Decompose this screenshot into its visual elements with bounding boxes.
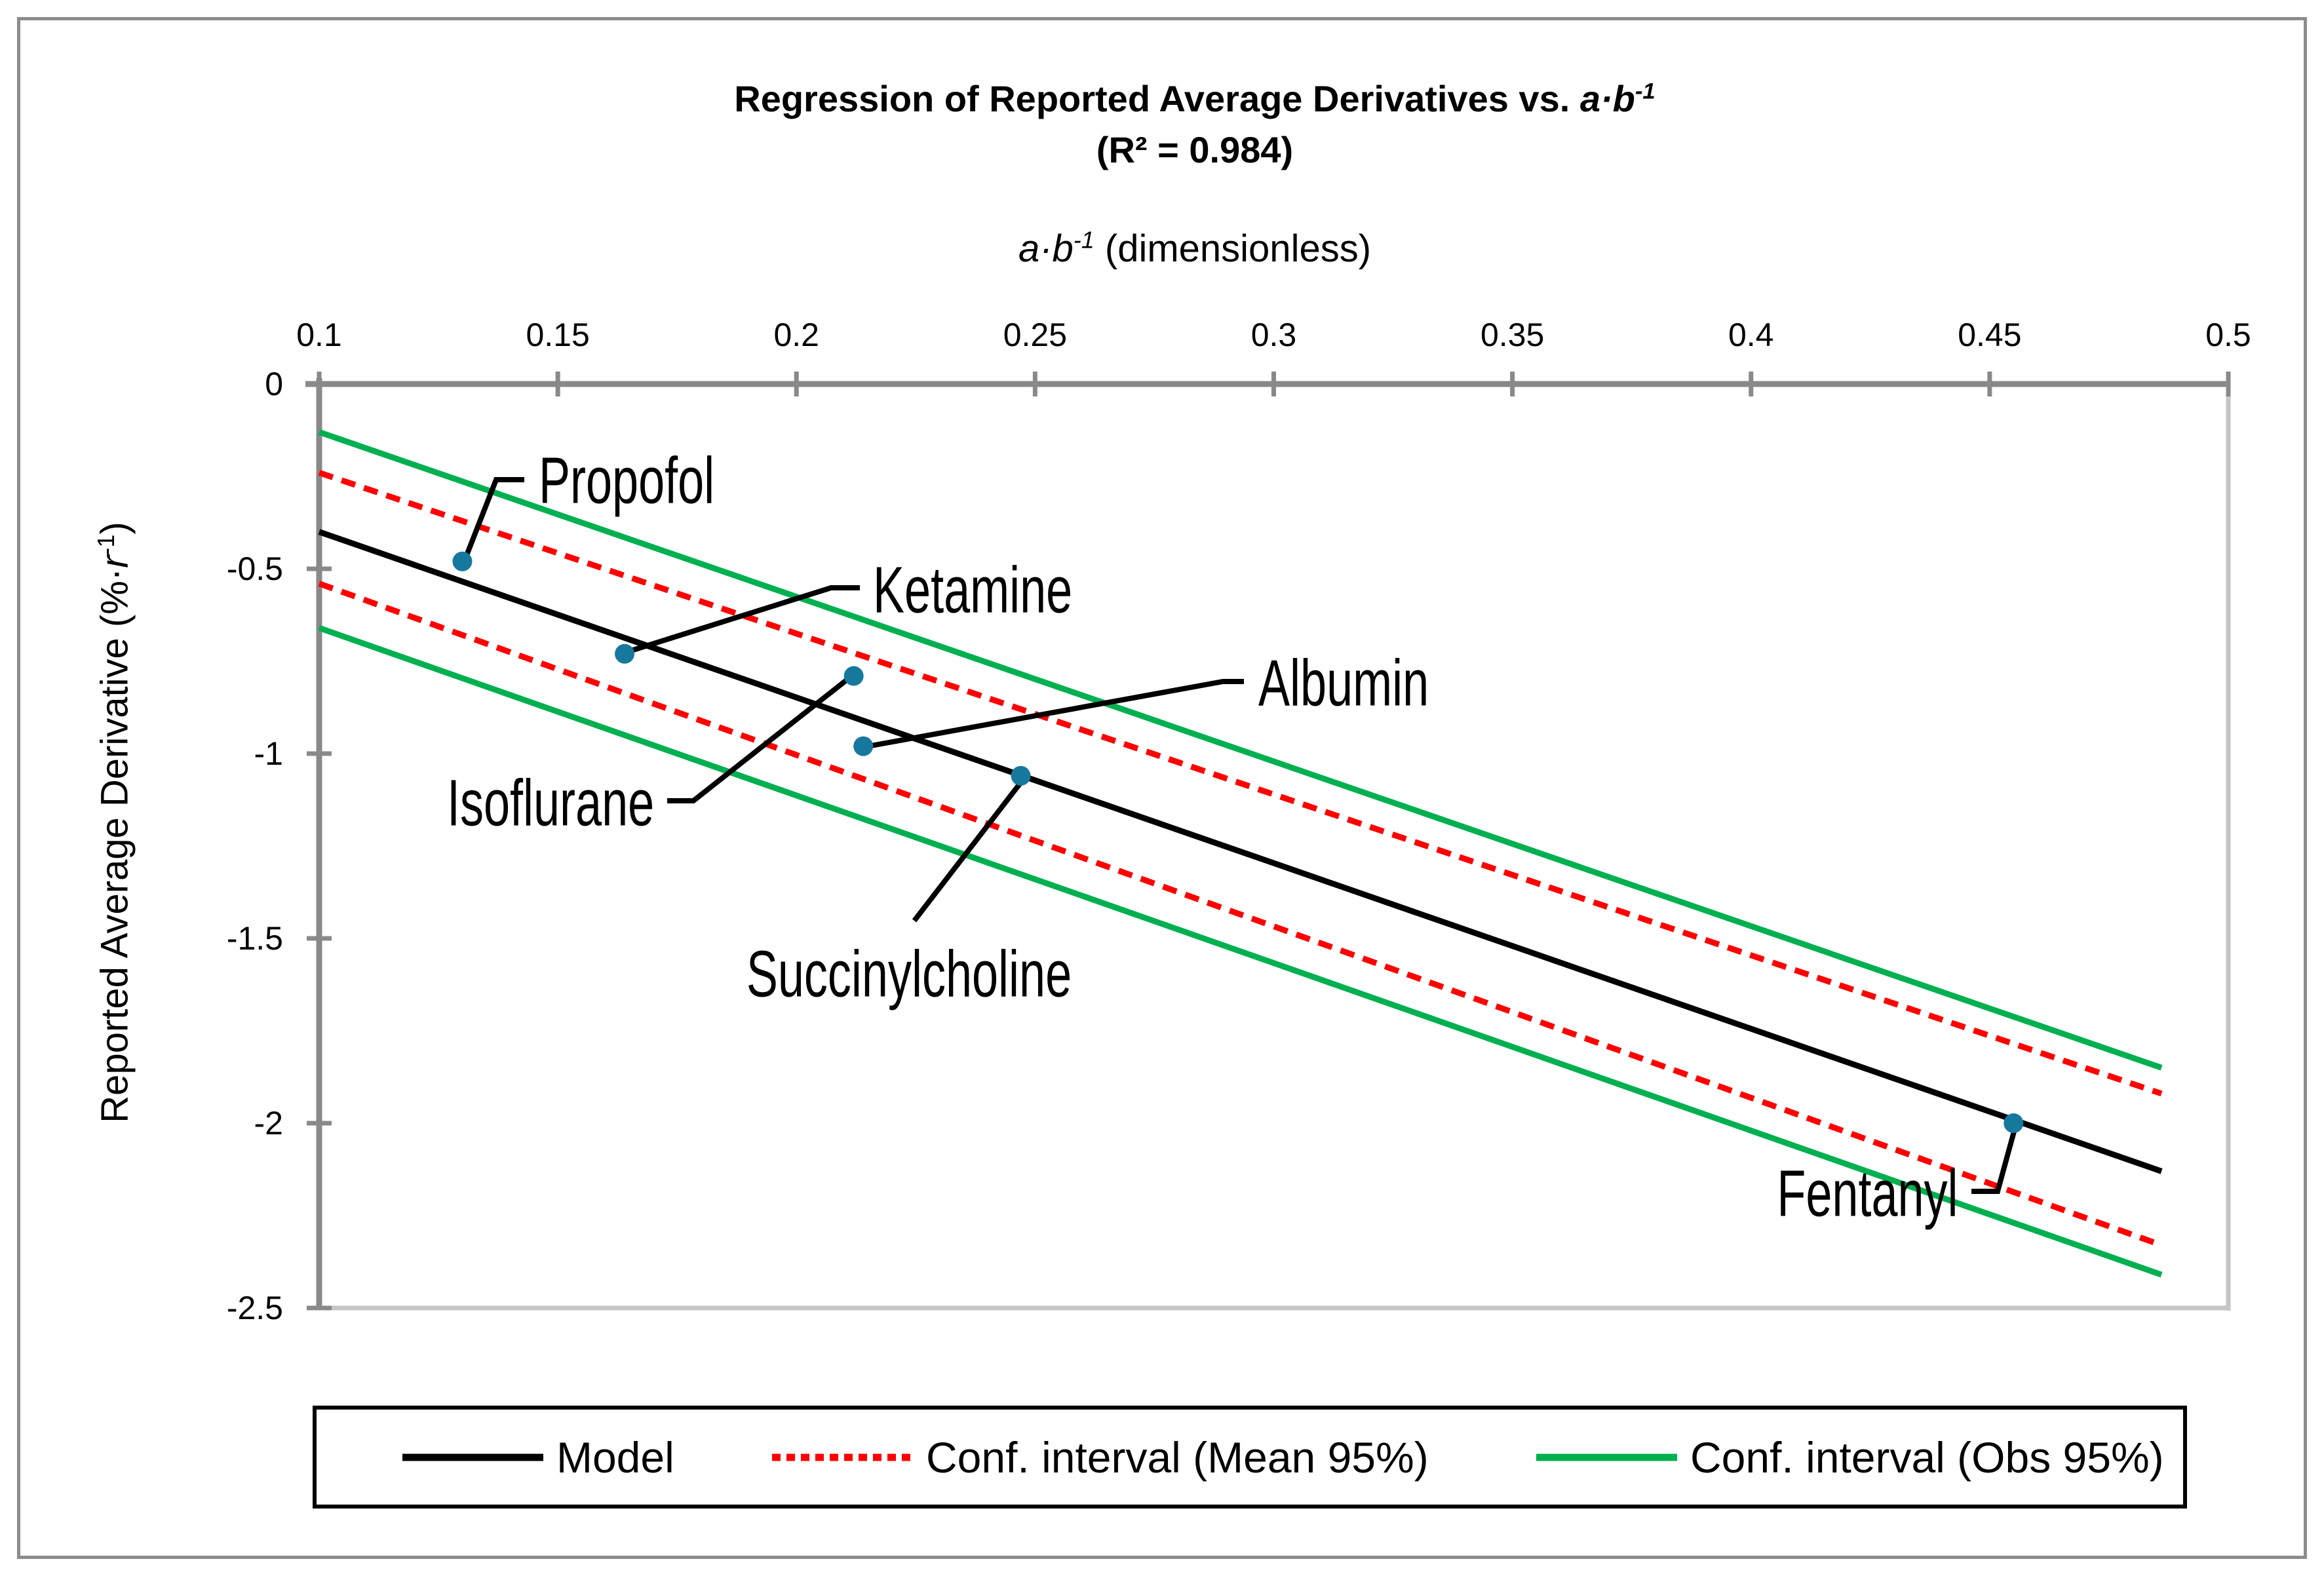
model-line-swatch-icon — [402, 1453, 543, 1461]
x-tick-label: 0.25 — [1003, 317, 1067, 353]
legend-label-conf-mean: Conf. interval (Mean 95%) — [926, 1432, 1429, 1482]
y-tick-label: -1 — [254, 735, 283, 772]
series-line — [318, 429, 2163, 1071]
x-tick-label: 0.35 — [1481, 317, 1544, 353]
callout-line — [667, 674, 853, 803]
callout-line — [462, 477, 524, 562]
legend-item-conf-obs: Conf. interval (Obs 95%) — [1536, 1432, 2164, 1482]
legend-item-conf-mean: Conf. interval (Mean 95%) — [772, 1432, 1429, 1482]
legend-box: Model Conf. interval (Mean 95%) Conf. in… — [313, 1406, 2187, 1509]
series-line — [318, 529, 2163, 1174]
callout-line — [1971, 1123, 2019, 1194]
chart-title-text: Regression of Reported Average Derivativ… — [734, 78, 1580, 119]
point-label: Ketamine — [873, 553, 1073, 627]
conf-obs-line-swatch-icon — [1536, 1453, 1677, 1461]
point-label: Succinylcholine — [746, 937, 1072, 1011]
x-tick-label: 0.4 — [1728, 317, 1774, 353]
series-line — [318, 470, 2163, 1097]
y-tick-label: -1.5 — [227, 920, 283, 957]
legend-label-conf-obs: Conf. interval (Obs 95%) — [1690, 1432, 2164, 1482]
x-tick-label: 0.45 — [1958, 317, 2021, 353]
x-tick-label: 0.5 — [2205, 317, 2251, 353]
y-tick-label: 0 — [265, 366, 283, 402]
data-point — [452, 551, 473, 571]
x-tick-label: 0.3 — [1251, 317, 1297, 353]
series-line — [318, 625, 2163, 1278]
y-tick-label: -2.5 — [227, 1290, 283, 1326]
x-tick-label: 0.1 — [296, 317, 342, 353]
point-label: Propofol — [539, 444, 715, 518]
x-tick-label: 0.15 — [526, 317, 589, 353]
x-tick-label: 0.2 — [773, 317, 819, 353]
x-axis-title: a·b-1 (dimensionless) — [66, 227, 2324, 271]
chart-title-var: a·b — [1579, 78, 1635, 119]
x-axis-title-var: a·b — [1018, 227, 1074, 270]
callout-line — [863, 679, 1244, 750]
x-axis-title-exponent: -1 — [1073, 226, 1094, 254]
point-label: Isoflurane — [446, 766, 654, 840]
data-point — [843, 666, 864, 686]
data-point — [615, 644, 635, 664]
figure-border — [17, 17, 2307, 1559]
conf-mean-line-swatch-icon — [772, 1453, 913, 1461]
data-point — [1011, 765, 1031, 786]
chart-subtitle: (R² = 0.984) — [1096, 129, 1294, 170]
point-label: Fentanyl — [1777, 1157, 1958, 1231]
series-line — [318, 581, 2163, 1248]
chart-title: Regression of Reported Average Derivativ… — [66, 77, 2324, 120]
legend-label-model: Model — [556, 1432, 674, 1482]
data-point — [2004, 1113, 2024, 1133]
x-axis-title-rest: (dimensionless) — [1094, 227, 1372, 270]
chart-title-exponent: -1 — [1635, 79, 1656, 104]
point-label: Albumin — [1258, 646, 1429, 720]
data-point — [853, 736, 874, 756]
callout-line — [621, 585, 860, 656]
y-tick-label: -0.5 — [227, 550, 283, 587]
legend-item-model: Model — [402, 1432, 674, 1482]
callout-line — [912, 776, 1027, 923]
y-tick-label: -2 — [254, 1105, 283, 1142]
